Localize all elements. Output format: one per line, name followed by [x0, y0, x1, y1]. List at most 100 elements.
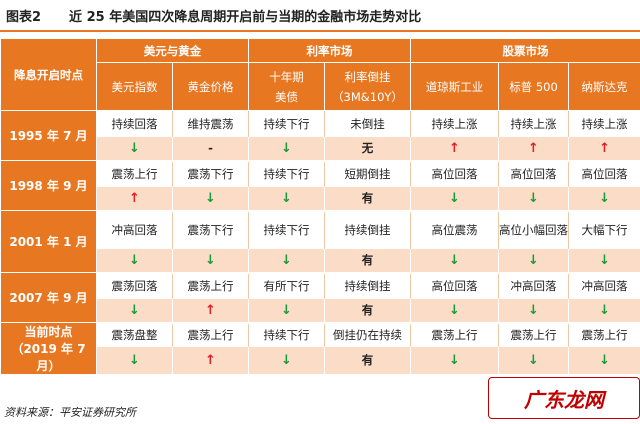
arrow-down-icon: ↓	[281, 190, 292, 206]
arrow-down-icon: ↓	[449, 252, 460, 268]
trend-after-cell: ↓	[248, 136, 325, 162]
col-header-dow: 道琼斯工业	[410, 62, 499, 111]
trend-before-cell: 冲高回落	[498, 272, 569, 299]
trend-after-cell: ↓	[567, 186, 640, 212]
trend-before-cell: 冲高回落	[567, 272, 640, 299]
trend-before-cell: 震荡盘整	[96, 322, 173, 347]
trend-after-value: 有	[361, 191, 374, 205]
trend-before-cell: 持续倒挂	[324, 272, 411, 299]
trend-before-cell: 高位回落	[498, 160, 569, 187]
arrow-up-icon: ↑	[528, 140, 539, 156]
trend-after-cell: ↓	[410, 186, 499, 212]
group-header-stocks: 股票市场	[409, 38, 640, 63]
trend-after-cell: 有	[324, 248, 411, 274]
trend-after-cell: ↓	[172, 186, 249, 212]
arrow-down-icon: ↓	[599, 252, 610, 268]
trend-after-cell: ↓	[567, 248, 640, 274]
trend-before-cell: 持续上涨	[498, 110, 569, 137]
comparison-table: 降息开启时点 美元与黄金 利率市场 股票市场 美元指数 黄金价格 十年期 美债 …	[0, 38, 640, 376]
arrow-down-icon: ↓	[129, 352, 140, 368]
trend-before-cell: 震荡回落	[96, 272, 173, 299]
trend-after-cell: ↓	[498, 298, 569, 324]
trend-after-cell: ↑	[96, 186, 173, 212]
trend-after-cell: ↓	[410, 346, 499, 376]
trend-after-cell: ↓	[567, 346, 640, 376]
trend-after-cell: ↑	[172, 298, 249, 324]
trend-before-cell: 持续倒挂	[324, 210, 411, 249]
trend-after-value: 有	[361, 353, 374, 367]
period-label: 1995 年 7 月	[0, 110, 97, 161]
arrow-down-icon: ↓	[281, 252, 292, 268]
period-label: 2001 年 1 月	[0, 210, 97, 273]
arrow-down-icon: ↓	[129, 252, 140, 268]
trend-before-cell: 震荡下行	[172, 210, 249, 249]
figure-number: 图表2	[6, 9, 42, 25]
trend-before-cell: 持续回落	[96, 110, 173, 137]
period-label: 1998 年 9 月	[0, 160, 97, 211]
arrow-down-icon: ↓	[205, 190, 216, 206]
trend-before-cell: 高位震荡	[410, 210, 499, 249]
trend-after-cell: ↑	[410, 136, 499, 162]
trend-before-cell: 震荡上行	[172, 322, 249, 347]
trend-after-value: 有	[361, 303, 374, 317]
trend-after-cell: 有	[324, 186, 411, 212]
trend-after-value: 有	[361, 253, 374, 267]
col-header-nasdaq: 纳斯达克	[567, 62, 640, 111]
trend-after-cell: ↓	[172, 248, 249, 274]
trend-before-cell: 高位回落	[410, 160, 499, 187]
arrow-down-icon: ↓	[599, 352, 610, 368]
arrow-down-icon: ↓	[528, 302, 539, 318]
trend-after-cell: ↑	[498, 136, 569, 162]
arrow-down-icon: ↓	[528, 190, 539, 206]
trend-after-cell: ↑	[172, 346, 249, 376]
arrow-up-icon: ↑	[205, 352, 216, 368]
trend-after-cell: ↓	[96, 136, 173, 162]
trend-before-cell: 短期倒挂	[324, 160, 411, 187]
trend-before-cell: 震荡上行	[410, 322, 499, 347]
col-header-inversion-line2: （3M&10Y）	[332, 89, 403, 104]
col-header-10y-line1: 十年期	[269, 69, 304, 84]
trend-before-cell: 持续上涨	[410, 110, 499, 137]
arrow-down-icon: ↓	[528, 252, 539, 268]
trend-after-cell: ↓	[498, 346, 569, 376]
trend-after-cell: -	[172, 136, 249, 162]
period-label: 当前时点 （2019 年 7 月）	[0, 322, 97, 375]
trend-before-cell: 震荡上行	[567, 322, 640, 347]
trend-after-cell: ↓	[96, 298, 173, 324]
trend-after-cell: ↓	[248, 248, 325, 274]
col-header-inversion-line1: 利率倒挂	[344, 69, 391, 84]
watermark-logo: 广东龙网	[488, 377, 640, 419]
figure-title: 近 25 年美国四次降息周期开启前与当期的金融市场走势对比	[69, 9, 422, 25]
trend-after-cell: ↑	[567, 136, 640, 162]
trend-before-cell: 持续下行	[248, 210, 325, 249]
trend-after-cell: ↓	[96, 248, 173, 274]
arrow-up-icon: ↑	[449, 140, 460, 156]
trend-before-cell: 持续下行	[248, 322, 325, 347]
arrow-down-icon: ↓	[599, 190, 610, 206]
trend-after-cell: ↓	[410, 298, 499, 324]
trend-before-cell: 有所下行	[248, 272, 325, 299]
group-header-rates: 利率市场	[248, 38, 411, 63]
arrow-down-icon: ↓	[528, 352, 539, 368]
trend-after-cell: 有	[324, 346, 411, 376]
arrow-up-icon: ↑	[599, 140, 610, 156]
trend-after-value: -	[208, 141, 213, 155]
trend-before-cell: 维持震荡	[172, 110, 249, 137]
arrow-down-icon: ↓	[281, 352, 292, 368]
trend-before-cell: 高位回落	[410, 272, 499, 299]
col-header-sp500: 标普 500	[498, 62, 569, 111]
arrow-down-icon: ↓	[129, 140, 140, 156]
trend-before-cell: 震荡下行	[172, 160, 249, 187]
trend-before-cell: 持续上涨	[567, 110, 640, 137]
trend-before-cell: 倒挂仍在持续	[324, 322, 411, 347]
trend-before-cell: 冲高回落	[96, 210, 173, 249]
trend-before-cell: 震荡上行	[172, 272, 249, 299]
col-header-inversion: 利率倒挂 （3M&10Y）	[324, 62, 411, 111]
arrow-down-icon: ↓	[449, 190, 460, 206]
trend-before-cell: 震荡上行	[498, 322, 569, 347]
trend-after-value: 无	[361, 141, 374, 155]
trend-before-cell: 持续下行	[248, 160, 325, 187]
trend-after-cell: ↓	[96, 346, 173, 376]
trend-before-cell: 震荡上行	[96, 160, 173, 187]
source-note: 资料来源：平安证券研究所	[4, 406, 136, 419]
